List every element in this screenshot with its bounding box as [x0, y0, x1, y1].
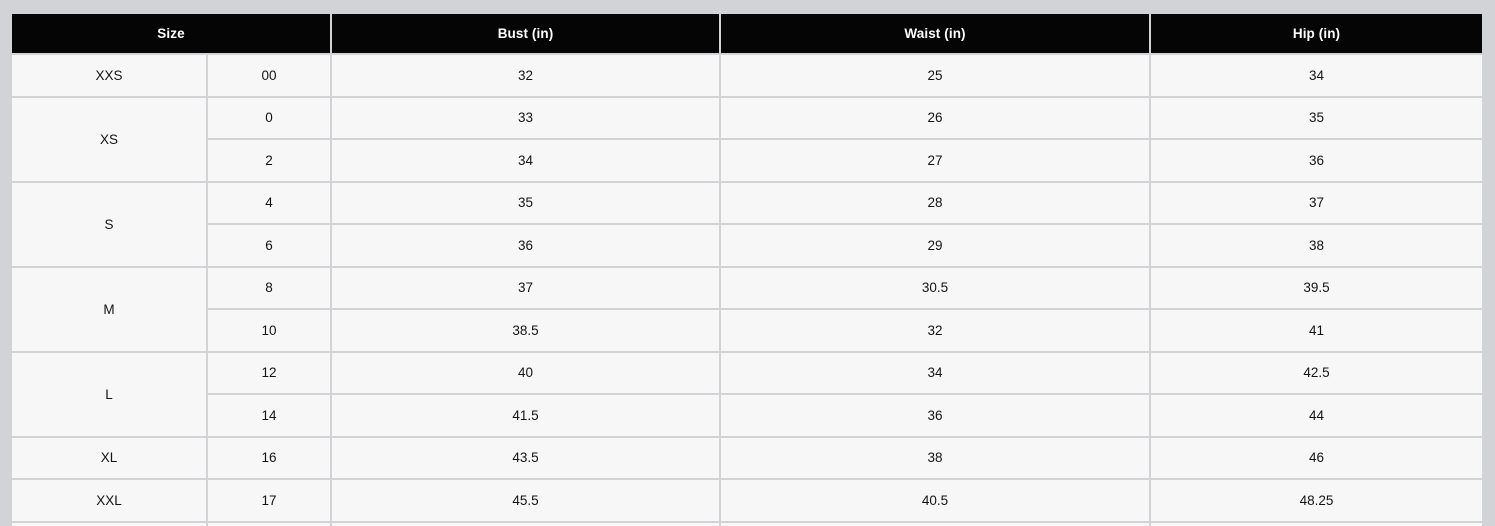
table-row: 14 41.5 36 44 [12, 395, 1483, 436]
hip-cell: 34 [1151, 55, 1483, 96]
table-row: 10 38.5 32 41 [12, 310, 1483, 351]
bust-cell: 38.5 [332, 310, 720, 351]
waist-cell: 34 [721, 352, 1150, 393]
bust-cell: 35 [332, 182, 720, 223]
bust-cell: 36 [332, 225, 720, 266]
bust-cell: 34 [332, 140, 720, 181]
bust-cell: 45.5 [332, 480, 720, 521]
bust-cell [332, 522, 720, 526]
header-size: Size [12, 14, 331, 53]
waist-cell: 25 [721, 55, 1150, 96]
header-row: Size Bust (in) Waist (in) Hip (in) [12, 14, 1483, 53]
table-row-clipped [12, 522, 1483, 526]
size-label-cell: XS [12, 97, 206, 181]
waist-cell: 30.5 [721, 267, 1150, 308]
size-chart-table: Size Bust (in) Waist (in) Hip (in) XXS 0… [10, 12, 1484, 526]
header-bust: Bust (in) [332, 14, 720, 53]
hip-cell: 48.25 [1151, 480, 1483, 521]
numeric-size-cell: 4 [208, 182, 331, 223]
numeric-size-cell: 6 [208, 225, 331, 266]
hip-cell: 36 [1151, 140, 1483, 181]
numeric-size-cell: 10 [208, 310, 331, 351]
size-label-cell [12, 522, 206, 526]
hip-cell: 39.5 [1151, 267, 1483, 308]
waist-cell: 38 [721, 437, 1150, 478]
header-waist: Waist (in) [721, 14, 1150, 53]
table-body: XXS 00 32 25 34 XS 0 33 26 35 2 34 27 36… [12, 55, 1483, 526]
table-row: 2 34 27 36 [12, 140, 1483, 181]
hip-cell: 46 [1151, 437, 1483, 478]
hip-cell: 35 [1151, 97, 1483, 138]
table-row: XXL 17 45.5 40.5 48.25 [12, 480, 1483, 521]
bust-cell: 41.5 [332, 395, 720, 436]
waist-cell: 32 [721, 310, 1150, 351]
bust-cell: 40 [332, 352, 720, 393]
table-row: L 12 40 34 42.5 [12, 352, 1483, 436]
numeric-size-cell: 16 [208, 437, 331, 478]
numeric-size-cell: 2 [208, 140, 331, 181]
table-row: XS 0 33 26 35 [12, 97, 1483, 181]
table-row: S 4 35 28 37 [12, 182, 1483, 266]
table-row: XXS 00 32 25 34 [12, 55, 1483, 96]
table-header: Size Bust (in) Waist (in) Hip (in) [12, 14, 1483, 53]
hip-cell [1151, 522, 1483, 526]
size-label-cell: XXS [12, 55, 206, 96]
hip-cell: 44 [1151, 395, 1483, 436]
numeric-size-cell: 14 [208, 395, 331, 436]
waist-cell: 26 [721, 97, 1150, 138]
size-label-cell: M [12, 267, 206, 351]
waist-cell: 29 [721, 225, 1150, 266]
waist-cell: 36 [721, 395, 1150, 436]
numeric-size-cell: 17 [208, 480, 331, 521]
waist-cell: 40.5 [721, 480, 1150, 521]
table-row: 6 36 29 38 [12, 225, 1483, 266]
waist-cell: 27 [721, 140, 1150, 181]
size-label-cell: XL [12, 437, 206, 478]
numeric-size-cell: 12 [208, 352, 331, 393]
table-row: M 8 37 30.5 39.5 [12, 267, 1483, 351]
numeric-size-cell: 8 [208, 267, 331, 308]
numeric-size-cell [208, 522, 331, 526]
size-label-cell: XXL [12, 480, 206, 521]
hip-cell: 41 [1151, 310, 1483, 351]
bust-cell: 33 [332, 97, 720, 138]
hip-cell: 37 [1151, 182, 1483, 223]
header-hip: Hip (in) [1151, 14, 1483, 53]
bust-cell: 32 [332, 55, 720, 96]
bust-cell: 37 [332, 267, 720, 308]
numeric-size-cell: 0 [208, 97, 331, 138]
hip-cell: 42.5 [1151, 352, 1483, 393]
numeric-size-cell: 00 [208, 55, 331, 96]
hip-cell: 38 [1151, 225, 1483, 266]
table-row: XL 16 43.5 38 46 [12, 437, 1483, 478]
bust-cell: 43.5 [332, 437, 720, 478]
size-label-cell: L [12, 352, 206, 436]
size-label-cell: S [12, 182, 206, 266]
waist-cell: 28 [721, 182, 1150, 223]
waist-cell [721, 522, 1150, 526]
